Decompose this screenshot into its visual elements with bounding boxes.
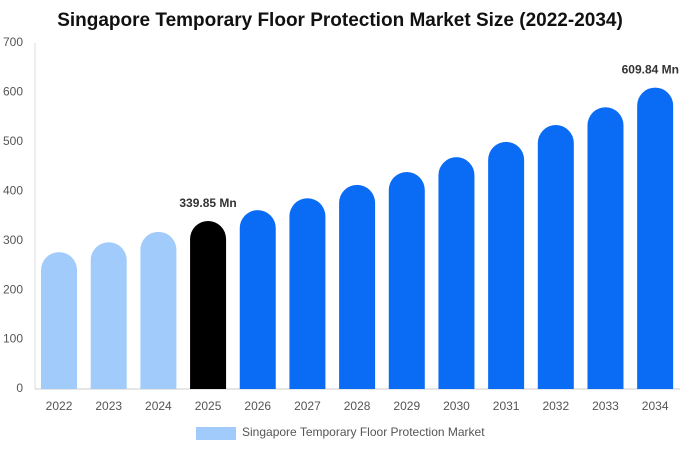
y-tick-label: 400 xyxy=(3,183,23,197)
y-tick-label: 600 xyxy=(3,85,23,99)
x-tick-label: 2026 xyxy=(244,399,271,413)
y-tick-label: 200 xyxy=(3,282,23,296)
x-tick-label: 2028 xyxy=(344,399,371,413)
x-tick-label: 2034 xyxy=(642,399,669,413)
value-label: 339.85 Mn xyxy=(179,196,236,210)
bar xyxy=(637,87,674,390)
bar xyxy=(41,252,78,389)
x-tick-label: 2023 xyxy=(95,399,122,413)
bar xyxy=(140,231,177,389)
bar xyxy=(190,221,227,389)
x-tick-label: 2031 xyxy=(493,399,520,413)
legend-label: Singapore Temporary Floor Protection Mar… xyxy=(242,425,485,439)
value-label: 609.84 Mn xyxy=(622,63,679,77)
bar xyxy=(587,107,624,389)
bar xyxy=(90,242,127,389)
bar xyxy=(388,172,425,389)
x-tick-label: 2024 xyxy=(145,399,172,413)
bar xyxy=(438,157,475,389)
x-tick-label: 2030 xyxy=(443,399,470,413)
y-tick-label: 300 xyxy=(3,233,23,247)
bar xyxy=(289,198,326,389)
legend-swatch xyxy=(196,427,236,440)
x-tick-label: 2027 xyxy=(294,399,321,413)
chart-title: Singapore Temporary Floor Protection Mar… xyxy=(57,10,623,31)
y-tick-label: 500 xyxy=(3,134,23,148)
bar xyxy=(537,125,574,389)
y-tick-label: 100 xyxy=(3,332,23,346)
bar xyxy=(239,210,276,389)
x-tick-label: 2022 xyxy=(46,399,73,413)
x-tick-label: 2025 xyxy=(195,399,222,413)
x-tick-label: 2029 xyxy=(393,399,420,413)
y-tick-label: 700 xyxy=(3,35,23,49)
y-tick-label: 0 xyxy=(16,381,23,395)
bar xyxy=(339,184,376,389)
bar xyxy=(488,141,525,389)
x-tick-label: 2032 xyxy=(542,399,569,413)
x-tick-label: 2033 xyxy=(592,399,619,413)
